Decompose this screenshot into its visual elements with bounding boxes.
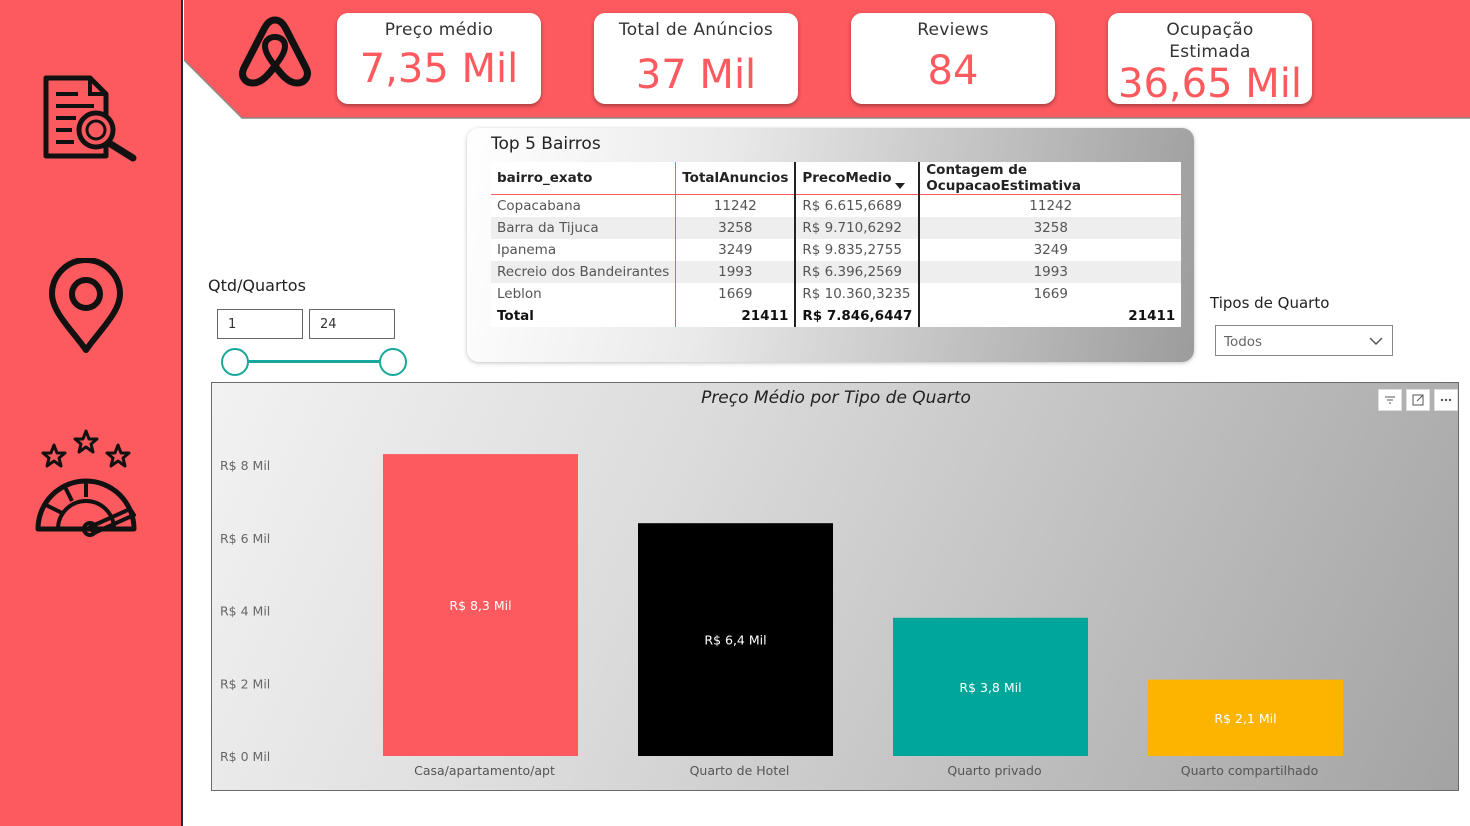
table-row[interactable]: Recreio dos Bandeirantes 1993 R$ 6.396,2… bbox=[491, 260, 1182, 283]
qtd-range-track[interactable] bbox=[234, 360, 394, 363]
sort-descending-icon[interactable] bbox=[895, 183, 905, 189]
cell-total-anuncios: 3258 bbox=[675, 216, 797, 239]
top-bairros-table: bairro_exato TotalAnuncios PrecoMedio Co… bbox=[491, 162, 1182, 327]
column-header-ocupacao[interactable]: Contagem de OcupacaoEstimativa bbox=[919, 162, 1182, 195]
kpi-value: 84 bbox=[927, 48, 979, 94]
sidebar bbox=[0, 0, 183, 826]
bar-data-label: R$ 2,1 Mil bbox=[1214, 711, 1276, 726]
kpi-value: 37 Mil bbox=[635, 52, 757, 98]
table-row[interactable]: Leblon 1669 R$ 10.360,3235 1669 bbox=[491, 282, 1182, 305]
table-row[interactable]: Ipanema 3249 R$ 9.835,2755 3249 bbox=[491, 238, 1182, 261]
bar-data-label: R$ 3,8 Mil bbox=[959, 680, 1021, 695]
cell-bairro: Ipanema bbox=[491, 238, 677, 261]
y-tick-label: R$ 6 Mil bbox=[220, 531, 270, 546]
cell-preco-medio: R$ 6.396,2569 bbox=[795, 260, 921, 283]
kpi-label: Total de Anúncios bbox=[618, 20, 774, 40]
bar[interactable] bbox=[893, 617, 1088, 756]
airbnb-logo-icon bbox=[236, 12, 314, 88]
qtd-range-max-handle[interactable] bbox=[379, 348, 407, 376]
kpi-card-preco-medio[interactable]: Preço médio 7,35 Mil bbox=[337, 13, 541, 104]
bar-data-label: R$ 8,3 Mil bbox=[449, 598, 511, 613]
tipos-quarto-selected: Todos bbox=[1224, 334, 1263, 350]
x-category-label: Quarto de Hotel bbox=[690, 763, 790, 778]
cell-preco-medio: R$ 6.615,6689 bbox=[795, 194, 921, 217]
cell-bairro: Recreio dos Bandeirantes bbox=[491, 260, 677, 283]
kpi-label: Preço médio bbox=[384, 20, 494, 40]
y-tick-label: R$ 2 Mil bbox=[220, 676, 270, 691]
kpi-card-total-anuncios[interactable]: Total de Anúncios 37 Mil bbox=[594, 13, 798, 104]
map-pin-icon[interactable] bbox=[32, 257, 142, 368]
chart-title: Preço Médio por Tipo de Quarto bbox=[701, 388, 971, 408]
chart-canvas: R$ 0 Mil R$ 2 Mil R$ 4 Mil R$ 6 Mil R$ 8 Mil… bbox=[220, 454, 1343, 778]
rating-gauge-icon[interactable] bbox=[32, 425, 142, 537]
qtd-quartos-label: Qtd/Quartos bbox=[208, 276, 306, 295]
table-total-row: Total 21411 R$ 7.846,6447 21411 bbox=[491, 304, 1182, 327]
cell-ocupacao: 3249 bbox=[919, 238, 1182, 261]
kpi-value: 7,35 Mil bbox=[359, 46, 519, 92]
column-header-total-anuncios[interactable]: TotalAnuncios bbox=[675, 162, 797, 195]
kpi-card-reviews[interactable]: Reviews 84 bbox=[851, 13, 1055, 104]
table-row[interactable]: Barra da Tijuca 3258 R$ 9.710,6292 3258 bbox=[491, 216, 1182, 239]
report-search-icon[interactable] bbox=[32, 70, 142, 180]
x-category-label: Quarto compartilhado bbox=[1181, 763, 1319, 778]
qtd-max-input[interactable]: 24 bbox=[309, 309, 395, 339]
focus-mode-icon[interactable] bbox=[1406, 389, 1430, 411]
cell-preco-medio: R$ 10.360,3235 bbox=[795, 282, 921, 305]
x-category-label: Casa/apartamento/apt bbox=[414, 763, 555, 778]
preco-medio-chart: R$ 0 Mil R$ 2 Mil R$ 4 Mil R$ 6 Mil R$ 8 Mil… bbox=[211, 382, 1459, 791]
cell-ocupacao: 1669 bbox=[919, 282, 1182, 305]
cell-bairro: Copacabana bbox=[491, 194, 677, 217]
qtd-range-min-handle[interactable] bbox=[221, 348, 249, 376]
bar[interactable] bbox=[1148, 679, 1343, 756]
cell-ocupacao: 1993 bbox=[919, 260, 1182, 283]
cell-preco-medio: R$ 9.710,6292 bbox=[795, 216, 921, 239]
cell-ocupacao: 21411 bbox=[919, 304, 1182, 327]
kpi-label: Ocupação Estimada bbox=[1166, 20, 1254, 62]
cell-preco-medio: R$ 9.835,2755 bbox=[795, 238, 921, 261]
column-header-preco-medio[interactable]: PrecoMedio bbox=[795, 162, 921, 195]
kpi-label: Reviews bbox=[917, 20, 989, 40]
cell-total-anuncios: 1669 bbox=[675, 282, 797, 305]
qtd-min-input[interactable]: 1 bbox=[217, 309, 303, 339]
y-tick-label: R$ 8 Mil bbox=[220, 458, 270, 473]
tipos-quarto-dropdown[interactable]: Todos bbox=[1215, 325, 1393, 356]
cell-total-anuncios: 3249 bbox=[675, 238, 797, 261]
cell-total-anuncios: 21411 bbox=[675, 304, 797, 327]
cell-ocupacao: 11242 bbox=[919, 194, 1182, 217]
kpi-card-ocupacao-estimada[interactable]: Ocupação Estimada 36,65 Mil bbox=[1108, 13, 1312, 104]
top-bairros-table-panel: Top 5 Bairros bairro_exato TotalAnuncios… bbox=[467, 128, 1194, 362]
chevron-down-icon bbox=[1368, 333, 1384, 353]
cell-bairro: Barra da Tijuca bbox=[491, 216, 677, 239]
table-row[interactable]: Copacabana 11242 R$ 6.615,6689 11242 bbox=[491, 194, 1182, 217]
y-tick-label: R$ 4 Mil bbox=[220, 604, 270, 619]
table-title: Top 5 Bairros bbox=[491, 134, 601, 154]
cell-total-anuncios: 1993 bbox=[675, 260, 797, 283]
more-options-icon[interactable] bbox=[1434, 389, 1458, 411]
cell-preco-medio: R$ 7.846,6447 bbox=[795, 304, 921, 327]
filter-icon[interactable] bbox=[1378, 389, 1402, 411]
x-category-label: Quarto privado bbox=[947, 763, 1041, 778]
column-header-bairro[interactable]: bairro_exato bbox=[491, 162, 677, 195]
cell-total-anuncios: 11242 bbox=[675, 194, 797, 217]
bar[interactable] bbox=[638, 523, 833, 756]
cell-bairro: Leblon bbox=[491, 282, 677, 305]
kpi-value: 36,65 Mil bbox=[1118, 61, 1302, 104]
y-tick-label: R$ 0 Mil bbox=[220, 749, 270, 764]
cell-ocupacao: 3258 bbox=[919, 216, 1182, 239]
tipos-quarto-label: Tipos de Quarto bbox=[1210, 294, 1330, 312]
bar-data-label: R$ 6,4 Mil bbox=[704, 633, 766, 648]
cell-total-label: Total bbox=[491, 304, 677, 327]
bar[interactable] bbox=[383, 454, 578, 756]
